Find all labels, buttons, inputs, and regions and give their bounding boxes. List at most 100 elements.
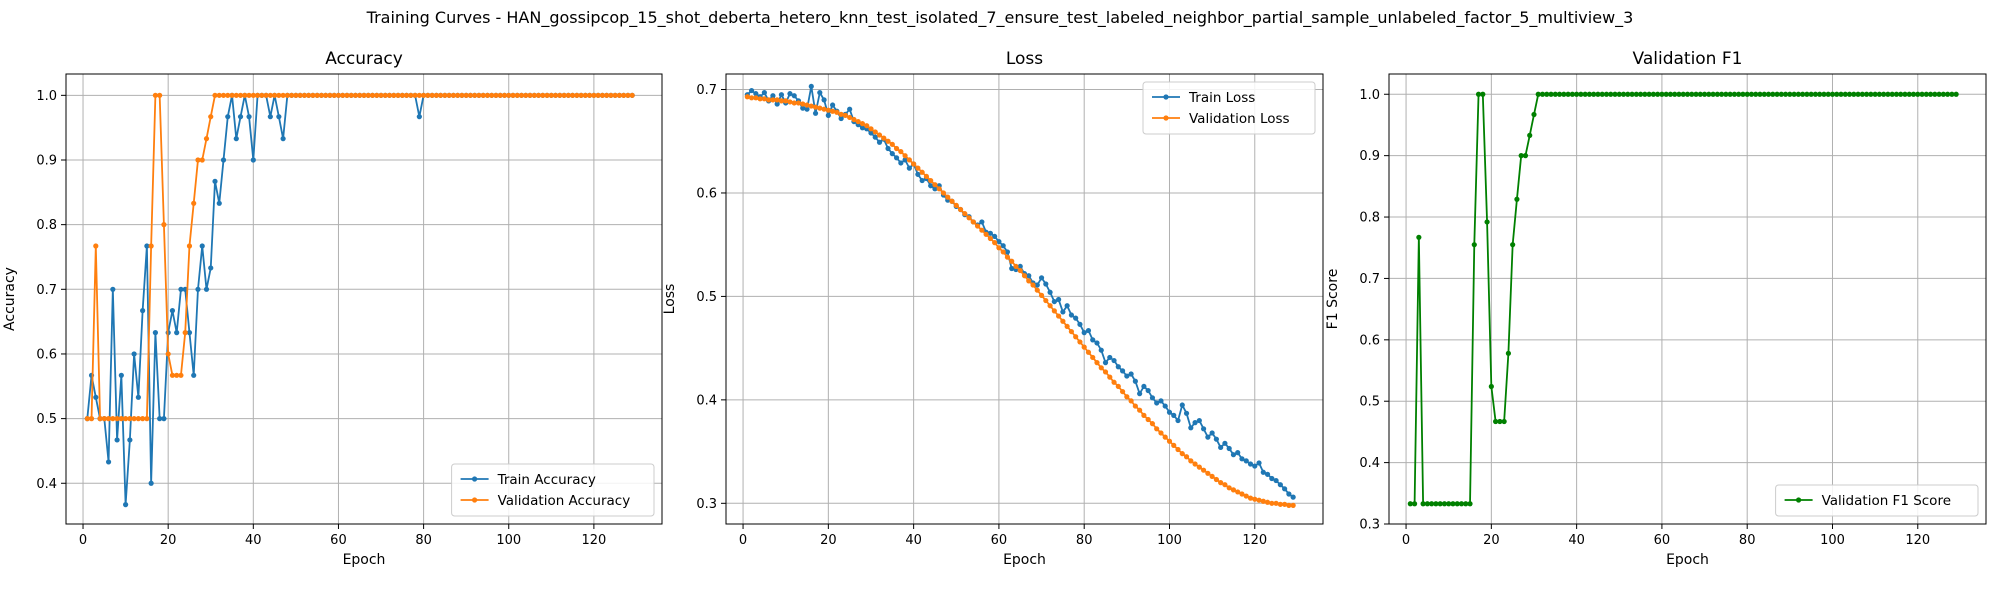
data-point	[1484, 219, 1490, 225]
x-tick-label: 20	[160, 533, 177, 548]
data-point	[770, 97, 776, 103]
data-point	[1162, 403, 1168, 409]
data-point	[1949, 91, 1955, 97]
data-point	[1761, 91, 1767, 97]
x-tick-label: 60	[1654, 533, 1671, 548]
data-point	[906, 157, 912, 163]
data-point	[1247, 495, 1254, 501]
data-point	[174, 330, 180, 336]
data-point	[753, 95, 759, 101]
axes-frame	[725, 73, 1324, 525]
data-point	[191, 372, 197, 378]
data-point	[1171, 442, 1177, 448]
data-point	[825, 107, 831, 113]
data-point	[1090, 354, 1096, 361]
data-point	[1782, 91, 1789, 97]
data-point	[855, 118, 861, 125]
x-tick-label: 80	[415, 533, 432, 548]
chart-panel-0: 0 20 40 60 80 100 120 0.4 0.5 0.6 0.7 0.8 0.9 1.0 Accu…	[2, 49, 663, 568]
data-point	[429, 92, 435, 98]
data-point	[983, 231, 989, 237]
data-point	[932, 186, 938, 192]
data-point	[135, 394, 141, 400]
data-point	[480, 92, 486, 98]
data-point	[1102, 360, 1109, 366]
data-point	[748, 87, 755, 94]
data-point	[791, 93, 797, 99]
data-point	[220, 157, 227, 163]
data-point	[1676, 91, 1682, 97]
data-point	[817, 90, 823, 96]
data-point	[876, 132, 883, 138]
data-point	[1441, 501, 1448, 507]
data-point	[148, 480, 154, 486]
data-point	[1586, 91, 1593, 97]
data-point	[1158, 430, 1164, 436]
x-tick-label: 120	[1905, 533, 1930, 548]
data-point	[1030, 282, 1036, 288]
data-point	[1471, 242, 1477, 248]
data-point	[757, 96, 763, 102]
data-point	[84, 416, 90, 422]
data-point	[1923, 91, 1929, 97]
data-point	[1115, 364, 1121, 370]
data-point	[1004, 254, 1011, 260]
data-point	[1162, 434, 1168, 440]
data-point	[1282, 486, 1288, 492]
data-point	[1119, 388, 1126, 395]
data-point	[1800, 91, 1806, 97]
data-point	[1650, 91, 1656, 97]
data-point	[242, 92, 248, 98]
data-point	[514, 92, 520, 98]
data-point	[250, 92, 256, 98]
data-point	[1663, 91, 1669, 97]
data-point	[289, 92, 295, 98]
data-point	[1778, 91, 1784, 97]
data-point	[851, 116, 857, 123]
data-point	[114, 416, 120, 422]
data-point	[450, 92, 456, 98]
data-point	[1706, 91, 1712, 97]
data-point	[1192, 420, 1198, 426]
data-point	[1038, 275, 1045, 281]
data-point	[229, 92, 235, 98]
data-point	[199, 243, 205, 249]
data-point	[1475, 91, 1482, 97]
data-point	[293, 92, 299, 98]
series-1	[744, 94, 1296, 508]
data-point	[237, 92, 244, 98]
data-point	[225, 92, 231, 98]
data-point	[1132, 403, 1138, 409]
data-point	[842, 112, 849, 118]
data-point	[1574, 91, 1580, 97]
data-point	[974, 223, 981, 229]
data-point	[93, 243, 99, 249]
data-point	[276, 92, 282, 98]
data-point	[1043, 281, 1049, 287]
data-point	[1723, 91, 1729, 97]
data-point	[932, 182, 938, 188]
data-point	[1149, 421, 1156, 427]
data-point	[1235, 489, 1241, 495]
data-point	[548, 92, 554, 98]
data-point	[1239, 491, 1245, 497]
data-point	[1629, 91, 1635, 97]
data-point	[399, 92, 405, 98]
data-point	[889, 151, 895, 157]
data-point	[847, 114, 853, 121]
data-point	[1655, 91, 1661, 97]
x-tick-label: 20	[820, 533, 837, 548]
data-point	[1060, 309, 1066, 315]
data-point	[1625, 91, 1631, 97]
data-point	[110, 286, 116, 292]
data-point	[1889, 91, 1895, 97]
data-point	[476, 92, 482, 98]
y-tick-label: 0.7	[696, 83, 717, 98]
data-point	[1753, 91, 1759, 97]
data-point	[1137, 391, 1143, 397]
data-point	[327, 92, 333, 98]
data-point	[1124, 394, 1130, 400]
data-point	[1273, 500, 1279, 506]
data-point	[987, 230, 993, 236]
data-point	[267, 114, 273, 120]
